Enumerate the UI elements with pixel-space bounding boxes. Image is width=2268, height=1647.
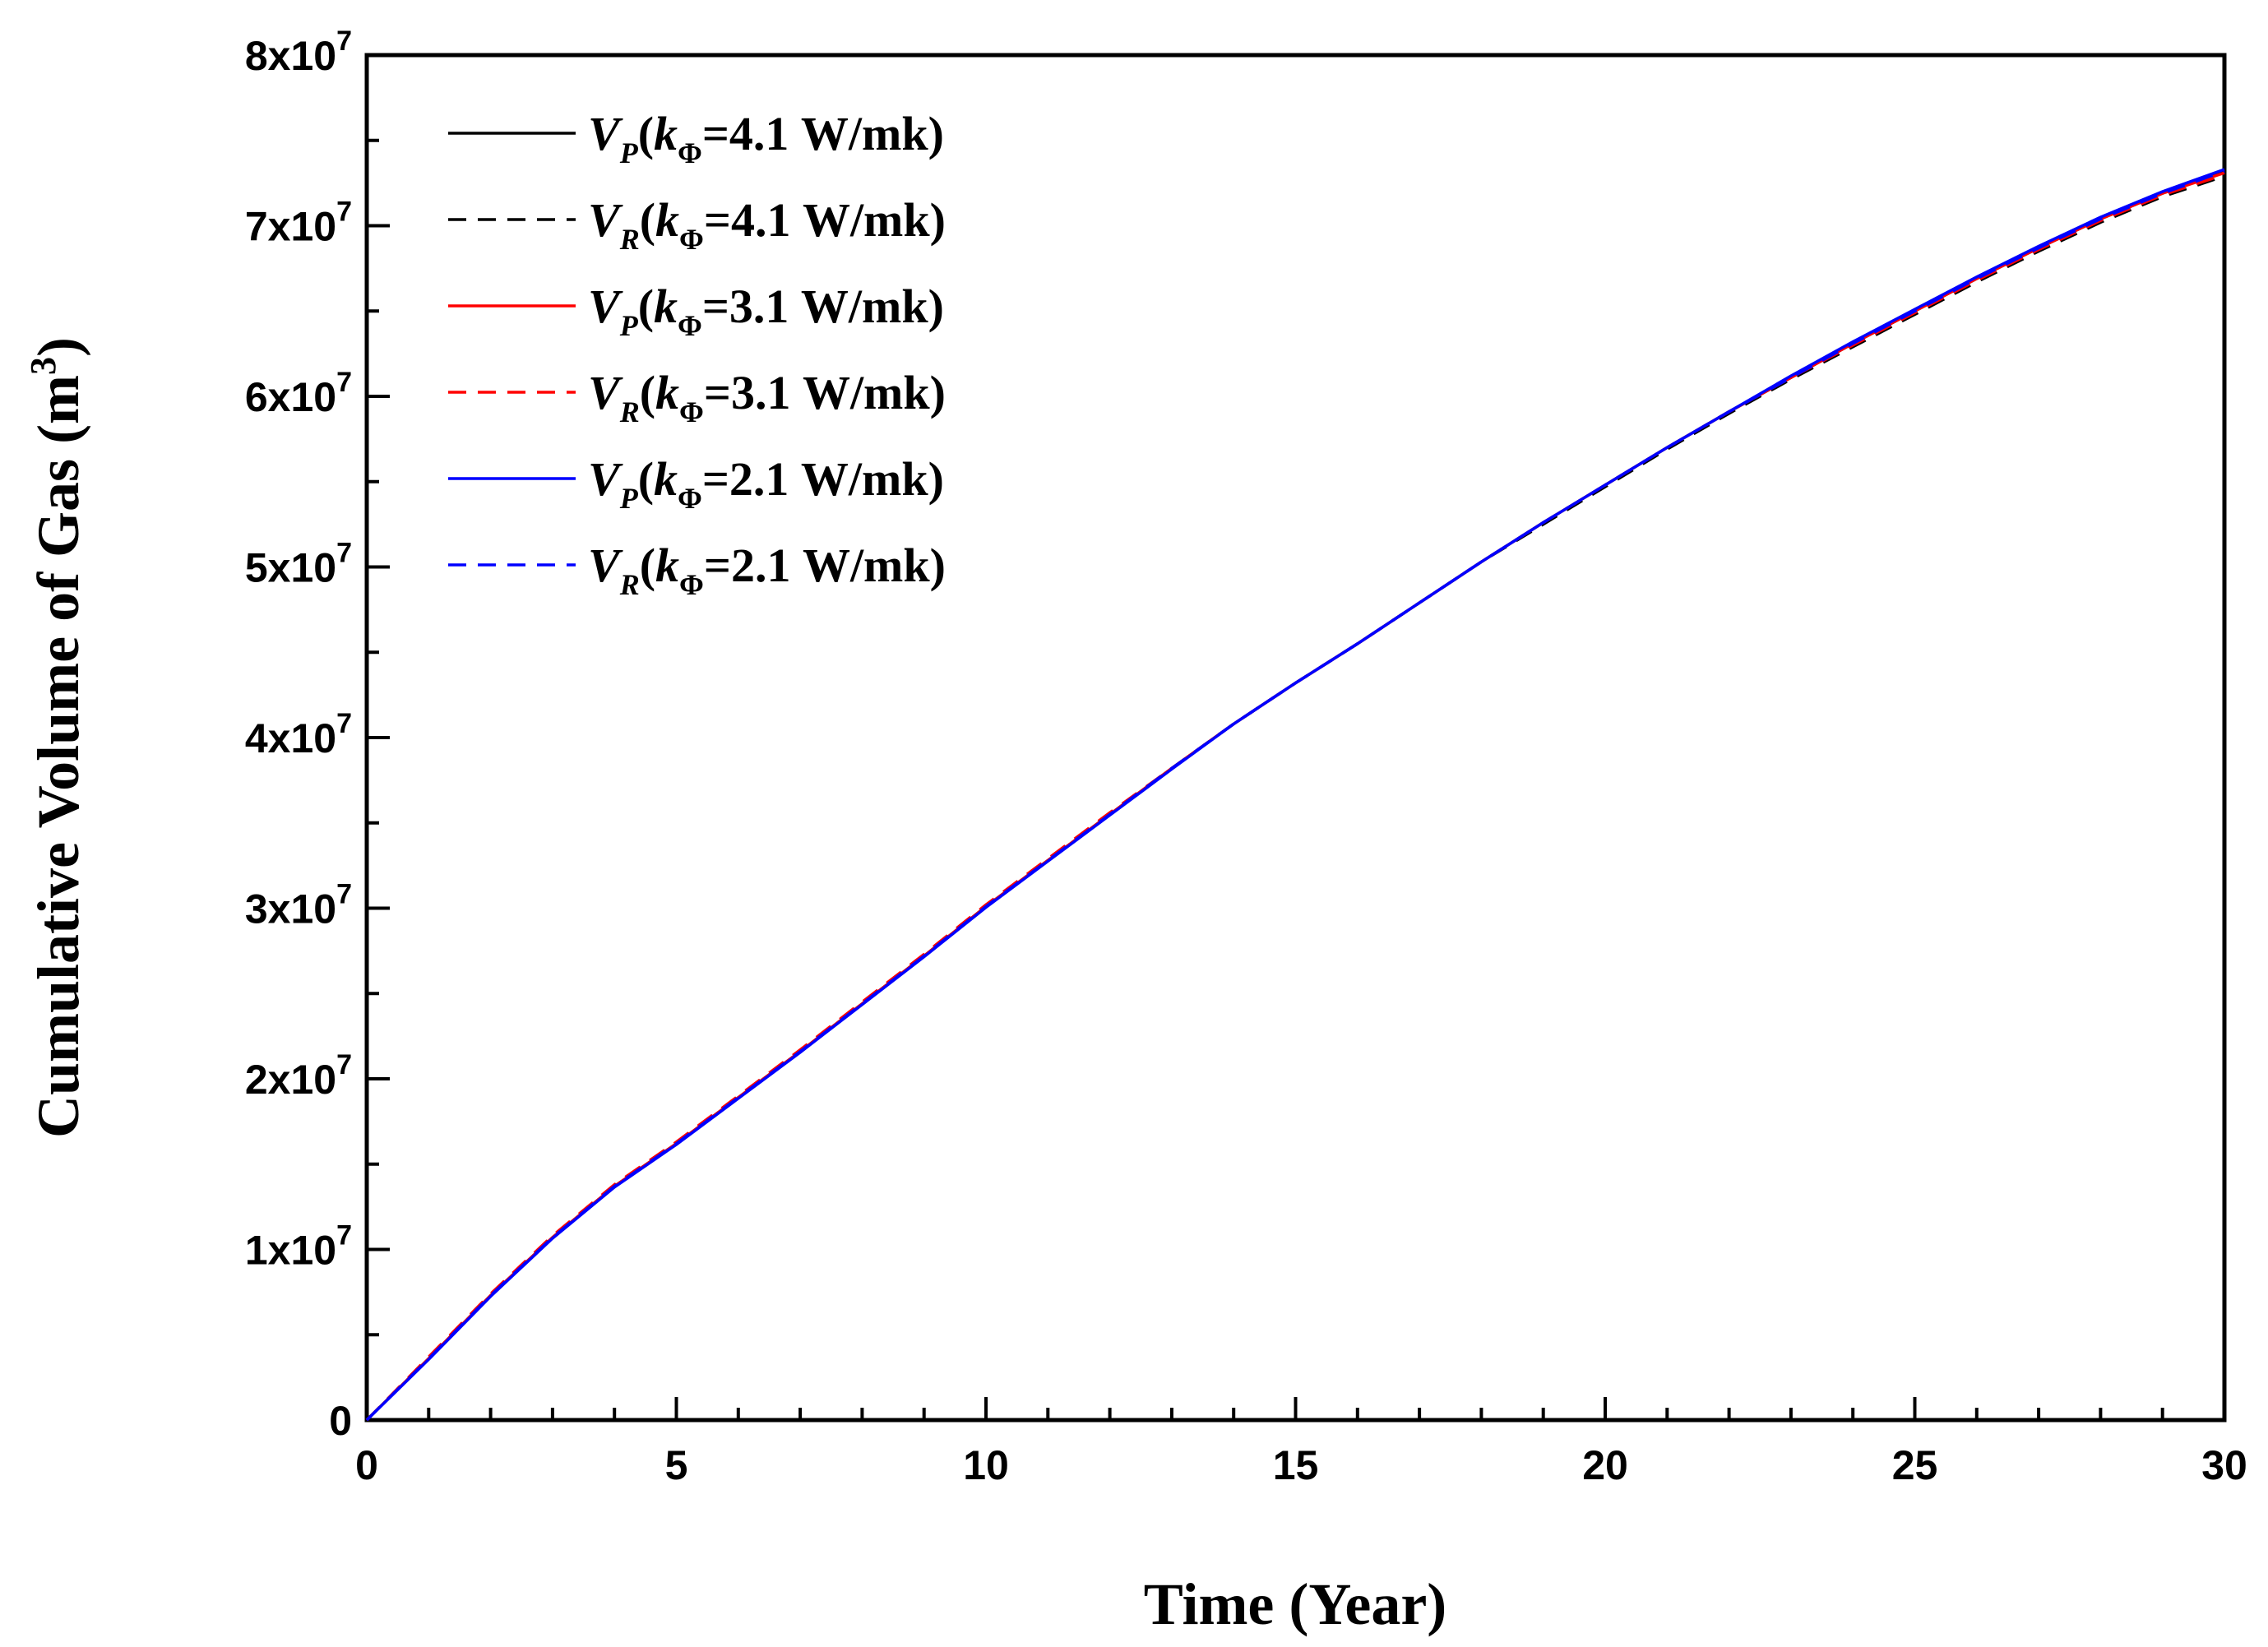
legend-subscript: P bbox=[619, 482, 639, 515]
y-tick-base: 8x10 bbox=[245, 33, 336, 79]
legend-phi-subscript: Φ bbox=[678, 309, 702, 342]
legend-subscript: R bbox=[619, 568, 640, 601]
legend-value: =4.1 W/mk) bbox=[702, 107, 944, 160]
legend: VP(kΦ=4.1 W/mk)VR(kΦ=4.1 W/mk)VP(kΦ=3.1 … bbox=[448, 107, 946, 601]
series-line-5 bbox=[365, 168, 2225, 1422]
y-tick-exponent: 7 bbox=[336, 1049, 352, 1080]
x-tick-label: 10 bbox=[963, 1442, 1009, 1488]
legend-subscript: R bbox=[619, 396, 640, 428]
legend-symbol: V bbox=[588, 366, 623, 419]
legend-open-paren: ( bbox=[640, 539, 655, 592]
legend-symbol: V bbox=[588, 193, 623, 247]
legend-value: =2.1 W/mk) bbox=[704, 539, 946, 592]
y-tick-label: 0 bbox=[329, 1398, 352, 1444]
legend-phi-subscript: Φ bbox=[678, 482, 702, 515]
legend-symbol: V bbox=[588, 107, 623, 160]
legend-label: VP(kΦ=4.1 W/mk) bbox=[588, 107, 944, 169]
y-axis-title-main: Cumulative Volume of Gas (m bbox=[25, 375, 91, 1138]
legend-subscript: P bbox=[619, 309, 639, 342]
y-axis-title-superscript: 3 bbox=[23, 357, 63, 375]
x-tick-label: 25 bbox=[1892, 1442, 1938, 1488]
x-tick-label: 15 bbox=[1273, 1442, 1319, 1488]
legend-value: =4.1 W/mk) bbox=[704, 193, 946, 247]
y-tick-exponent: 7 bbox=[336, 197, 352, 228]
x-tick-labels: 0 5 10 15 20 25 30 bbox=[355, 1442, 2247, 1488]
legend-value: =3.1 W/mk) bbox=[702, 280, 944, 333]
series-line-1 bbox=[365, 169, 2225, 1422]
legend-open-paren: ( bbox=[638, 280, 654, 333]
legend-phi-subscript: Φ bbox=[679, 568, 704, 601]
y-axis-title-close: ) bbox=[25, 337, 91, 357]
x-tick-label: 0 bbox=[355, 1442, 378, 1488]
y-tick-label: 2x107 bbox=[245, 1049, 352, 1103]
y-tick-exponent: 7 bbox=[336, 538, 352, 569]
legend-label: VP(kΦ=2.1 W/mk) bbox=[588, 452, 944, 515]
legend-k: k bbox=[654, 452, 678, 506]
y-tick-base: 0 bbox=[329, 1398, 352, 1444]
x-tick-label: 20 bbox=[1582, 1442, 1628, 1488]
y-tick-label: 1x107 bbox=[245, 1220, 352, 1274]
legend-label: VR(kΦ=4.1 W/mk) bbox=[588, 193, 946, 256]
y-tick-base: 3x10 bbox=[245, 886, 336, 932]
y-axis-title: Cumulative Volume of Gas (m3) bbox=[23, 337, 91, 1138]
legend-k: k bbox=[655, 366, 679, 419]
y-tick-labels: 01x1072x1073x1074x1075x1076x1077x1078x10… bbox=[245, 25, 352, 1444]
legend-subscript: P bbox=[619, 136, 639, 169]
series-line-6 bbox=[365, 169, 2225, 1422]
legend-phi-subscript: Φ bbox=[678, 136, 702, 169]
legend-value: =2.1 W/mk) bbox=[702, 452, 944, 506]
y-tick-base: 5x10 bbox=[245, 545, 336, 591]
legend-label: VR(kΦ=2.1 W/mk) bbox=[588, 539, 946, 601]
legend-symbol: V bbox=[588, 539, 623, 592]
y-tick-base: 6x10 bbox=[245, 374, 336, 420]
x-axis-title: Time (Year) bbox=[1144, 1571, 1447, 1637]
y-tick-base: 2x10 bbox=[245, 1057, 336, 1103]
legend-phi-subscript: Φ bbox=[679, 396, 704, 428]
legend-open-paren: ( bbox=[640, 193, 655, 247]
y-tick-label: 4x107 bbox=[245, 708, 352, 761]
legend-k: k bbox=[655, 193, 679, 247]
y-tick-base: 1x10 bbox=[245, 1228, 336, 1274]
y-tick-exponent: 7 bbox=[336, 25, 352, 57]
series-line-2 bbox=[365, 174, 2225, 1422]
x-tick-label: 30 bbox=[2201, 1442, 2247, 1488]
y-tick-exponent: 7 bbox=[336, 367, 352, 398]
legend-symbol: V bbox=[588, 452, 623, 506]
plot-frame bbox=[364, 53, 2227, 1423]
legend-phi-subscript: Φ bbox=[679, 223, 704, 256]
y-tick-base: 4x10 bbox=[245, 715, 336, 761]
legend-open-paren: ( bbox=[638, 107, 654, 160]
legend-k: k bbox=[654, 280, 678, 333]
series-lines bbox=[365, 168, 2225, 1422]
x-tick-label: 5 bbox=[665, 1442, 688, 1488]
y-tick-exponent: 7 bbox=[336, 879, 352, 910]
legend-subscript: R bbox=[619, 223, 640, 256]
y-tick-label: 3x107 bbox=[245, 879, 352, 932]
y-tick-exponent: 7 bbox=[336, 1220, 352, 1251]
legend-label: VR(kΦ=3.1 W/mk) bbox=[588, 366, 946, 428]
legend-k: k bbox=[654, 107, 678, 160]
y-tick-label: 8x107 bbox=[245, 25, 352, 79]
y-tick-label: 5x107 bbox=[245, 538, 352, 591]
y-tick-label: 7x107 bbox=[245, 197, 352, 250]
y-tick-label: 6x107 bbox=[245, 367, 352, 420]
y-tick-exponent: 7 bbox=[336, 708, 352, 739]
legend-value: =3.1 W/mk) bbox=[704, 366, 946, 419]
y-tick-base: 7x10 bbox=[245, 204, 336, 250]
legend-open-paren: ( bbox=[640, 366, 655, 419]
series-line-3 bbox=[365, 171, 2225, 1422]
axis-ticks bbox=[365, 53, 2226, 1422]
legend-symbol: V bbox=[588, 280, 623, 333]
legend-label: VP(kΦ=3.1 W/mk) bbox=[588, 280, 944, 342]
legend-k: k bbox=[655, 539, 679, 592]
series-line-4 bbox=[365, 173, 2225, 1422]
legend-open-paren: ( bbox=[638, 452, 654, 506]
